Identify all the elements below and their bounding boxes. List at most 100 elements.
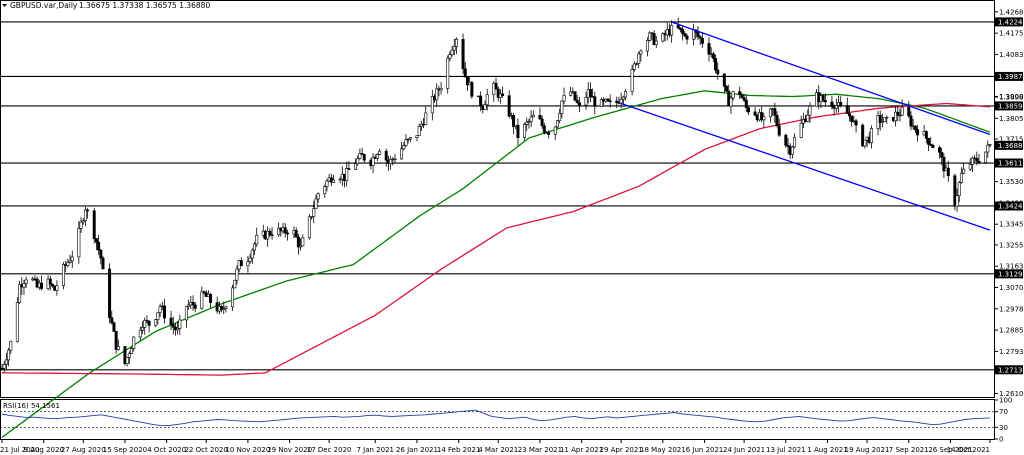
- candle: [79, 216, 83, 233]
- candle: [569, 86, 573, 97]
- candle: [907, 101, 911, 118]
- candle: [716, 62, 720, 80]
- candle: [70, 250, 74, 268]
- candle: [325, 179, 329, 192]
- candle: [439, 82, 443, 95]
- price-tick-label: 1.32555: [999, 241, 1024, 249]
- time-tick-label: 10 Nov 2020: [225, 446, 270, 454]
- time-tick-label: 24 Jun 2021: [723, 446, 765, 454]
- candle: [250, 248, 254, 264]
- svg-text:1.31299: 1.31299: [998, 270, 1024, 278]
- candle: [847, 106, 851, 122]
- candle: [248, 253, 252, 264]
- channel-trendline[interactable]: [671, 21, 991, 136]
- candle: [86, 207, 90, 219]
- candle: [977, 154, 981, 165]
- candle: [898, 108, 902, 122]
- candle: [94, 237, 98, 251]
- candle: [252, 242, 256, 256]
- candle: [112, 321, 116, 332]
- candle: [806, 109, 810, 123]
- time-tick-label: 9 Aug 2020: [24, 446, 64, 454]
- candle: [863, 139, 867, 149]
- candle: [97, 235, 101, 255]
- price-tick-label: 1.29780: [999, 305, 1024, 313]
- price-panel-frame: [0, 0, 995, 398]
- candle: [347, 161, 351, 170]
- candle: [169, 310, 173, 330]
- candle: [760, 106, 764, 123]
- candle: [850, 115, 854, 127]
- candle: [700, 32, 704, 48]
- candle: [573, 91, 577, 102]
- candle: [577, 96, 581, 113]
- candle: [529, 110, 533, 128]
- svg-text:1.38593: 1.38593: [998, 102, 1024, 110]
- channel-trendline[interactable]: [620, 102, 991, 231]
- time-tick-label: 18 May 2021: [640, 446, 686, 454]
- price-tick-label: 1.30705: [999, 284, 1024, 292]
- time-tick-label: 15 Sep 2020: [103, 446, 147, 454]
- candle: [639, 49, 643, 62]
- candle: [345, 161, 349, 187]
- candle: [145, 315, 149, 324]
- candle: [338, 176, 342, 184]
- candle: [141, 321, 145, 334]
- candle: [479, 91, 483, 112]
- candle: [402, 142, 406, 151]
- candle: [127, 351, 131, 364]
- candle: [154, 319, 158, 327]
- svg-text:1.36113: 1.36113: [998, 160, 1024, 168]
- time-tick-label: 13 Jul 2021: [766, 446, 806, 454]
- time-tick-label: 29 Nov 2020: [267, 446, 312, 454]
- chart-menu-triangle-icon[interactable]: [2, 4, 7, 7]
- candle: [599, 97, 603, 107]
- candle: [18, 280, 22, 304]
- price-tick-label: 1.27930: [999, 348, 1024, 356]
- candle: [461, 33, 465, 74]
- time-tick-label: 27 Aug 2020: [61, 446, 106, 454]
- candle: [310, 216, 314, 220]
- candle: [845, 97, 849, 115]
- candle: [24, 276, 28, 288]
- candle: [15, 297, 19, 343]
- candle: [637, 51, 641, 69]
- candle: [371, 152, 375, 174]
- candle: [762, 112, 766, 128]
- candle: [61, 261, 65, 290]
- candle: [931, 143, 935, 148]
- candle: [632, 61, 636, 72]
- price-axis: 1.42680 1.41755 1.40830 1.390051.38980 1.380…: [994, 8, 1024, 398]
- candle: [740, 92, 744, 99]
- price-tick-label: 1.42680: [999, 8, 1024, 16]
- candle: [224, 305, 228, 313]
- candle: [929, 136, 933, 147]
- candle: [725, 84, 729, 93]
- candle: [927, 137, 931, 151]
- candle: [494, 77, 498, 90]
- candle: [266, 226, 270, 247]
- candle: [222, 301, 226, 315]
- candle: [9, 340, 13, 355]
- candle: [793, 133, 797, 149]
- candle: [575, 94, 579, 105]
- time-tick-label: 29 Apr 2021: [599, 446, 642, 454]
- candle: [593, 91, 597, 115]
- candle: [114, 331, 118, 354]
- candle: [417, 123, 421, 136]
- candle: [696, 25, 700, 41]
- candle: [323, 184, 327, 198]
- candle: [332, 174, 336, 184]
- candle: [48, 275, 52, 291]
- candle: [630, 64, 634, 96]
- candle: [562, 87, 566, 105]
- candle: [0, 363, 4, 370]
- candle: [314, 194, 318, 210]
- candle: [698, 35, 702, 46]
- price-tick-label: 1.26105: [999, 390, 1024, 398]
- price-tick-label: 1.38055: [999, 115, 1024, 123]
